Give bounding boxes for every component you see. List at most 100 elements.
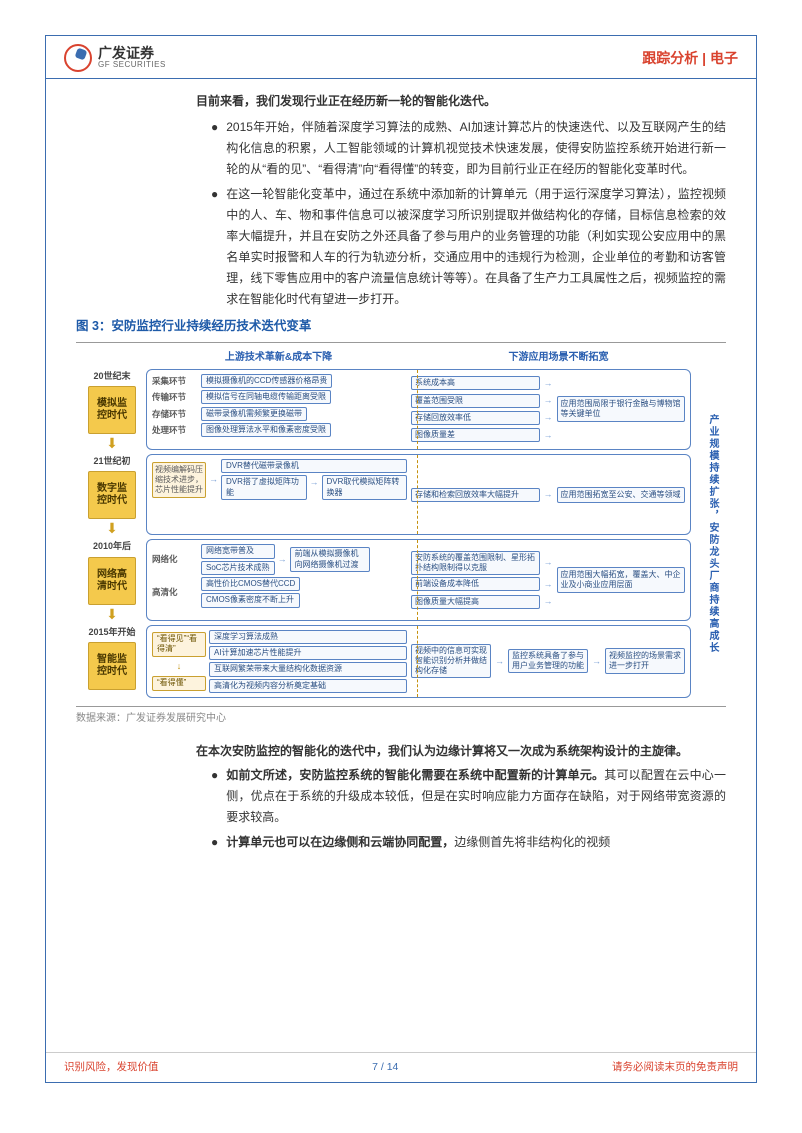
upstream-panel: 网络化 网络宽带普及 SoC芯片技术成熟 → 前端从模拟摄像机向网络摄像机过渡 … [152,544,407,615]
chip: 深度学习算法成熟 [209,630,407,644]
figure-column-headers: 上游技术革新&成本下降 下游应用场景不断拓宽 [78,349,724,366]
chip: 安防系统的覆盖范围限制、星形拓扑结构限制得以克服 [411,551,540,575]
era-label: 2015年开始 智能监控时代 [78,625,146,699]
arrow-right-icon: → [544,376,553,391]
arrow-right-icon: → [544,555,553,570]
footer-left: 识别风险，发现价值 [64,1059,159,1074]
era-badge: 数字监控时代 [88,471,136,519]
bullet-text: 2015年开始，伴随着深度学习算法的成熟、AI加速计算芯片的快速迭代、以及互联网… [226,117,726,180]
arrow-down-icon: ⬇ [106,436,118,450]
figure-source: 数据来源：广发证券发展研究中心 [76,710,726,727]
chip: 模拟信号在同轴电缆传输距离受限 [201,390,331,404]
chip: CMOS像素密度不断上升 [201,593,300,607]
era-time: 20世纪末 [93,369,130,384]
bullet-text: 计算单元也可以在边缘侧和云端协同配置，边缘侧首先将非结构化的视频 [226,832,726,853]
era-box: “看得见”“看得清” ↓ “看得懂” 深度学习算法成熟 AI计算加速芯片性能提升… [146,625,691,699]
era-row-intelligent: 2015年开始 智能监控时代 “看得见”“看得清” ↓ “看得懂” [78,625,724,699]
company-logo: 广发证券 GF SECURITIES [64,44,166,72]
page-frame: 广发证券 GF SECURITIES 跟踪分析 | 电子 目前来看，我们发现行业… [45,35,757,1083]
chip: DVR取代模拟矩阵转换器 [322,475,408,500]
chip: 前端设备成本降低 [411,577,540,591]
chip: 互联网繁荣带来大量结构化数据资源 [209,662,407,676]
era-row-network-hd: 2010年后 网络高清时代 ⬇ 网络化 网络宽带普及 SoC芯片技术成熟 [78,539,724,620]
bullet-item: ● 计算单元也可以在边缘侧和云端协同配置，边缘侧首先将非结构化的视频 [211,832,726,853]
era-time: 21世纪初 [93,454,130,469]
stage-label: 传输环节 [152,390,198,404]
stage-label: 采集环节 [152,374,198,388]
chip: 图像质量差 [411,428,540,442]
chip: 高性价比CMOS替代CCD [201,577,300,591]
chip: 模拟摄像机的CCD传感器价格昂贵 [201,374,332,388]
bullet-icon: ● [211,117,218,180]
downstream-panel: 系统成本高 → 应用范围局限于银行金融与博物馆等关键单位 覆盖范围受限 → 存储… [411,374,685,445]
era-badge: 智能监控时代 [88,642,136,690]
logo-cn: 广发证券 [98,46,166,61]
arrow-right-icon: → [544,594,553,609]
era-box: 采集环节模拟摄像机的CCD传感器价格昂贵 传输环节模拟信号在同轴电缆传输距离受限… [146,369,691,450]
outcome-chip: 应用范围大幅拓宽，覆盖大、中企业及小商业应用层面 [557,567,686,593]
era-label: 20世纪末 模拟监控时代 ⬇ [78,369,146,450]
bullet-list-1: ● 2015年开始，伴随着深度学习算法的成熟、AI加速计算芯片的快速迭代、以及互… [211,117,726,310]
arrow-right-icon: → [544,410,553,425]
downstream-header: 下游应用场景不断拓宽 [411,349,706,366]
bullet-list-2: ● 如前文所述，安防监控系统的智能化需要在系统中配置新的计算单元。其可以配置在云… [211,765,726,853]
chip: 存储和检索回放效率大幅提升 [411,488,540,502]
page-number: 7 / 14 [372,1061,398,1073]
downstream-panel: 存储和检索回放效率大幅提升 → 应用范围拓宽至公安、交通等领域 [411,459,685,530]
arrow-right-icon: → [592,654,601,669]
era-badge: 网络高清时代 [88,557,136,605]
upstream-panel: 视频编解码压缩技术进步，芯片性能提升 → DVR替代磁带录像机 DVR搭了虚拟矩… [152,459,407,530]
logo-text: 广发证券 GF SECURITIES [98,46,166,70]
era-row-digital: 21世纪初 数字监控时代 ⬇ 视频编解码压缩技术进步，芯片性能提升 → DVR替… [78,454,724,535]
arrow-down-icon: ⬇ [106,521,118,535]
stage-label: 网络化 [152,552,198,566]
chip: DVR搭了虚拟矩阵功能 [221,475,307,500]
era-box: 网络化 网络宽带普及 SoC芯片技术成熟 → 前端从模拟摄像机向网络摄像机过渡 … [146,539,691,620]
arrow-right-icon: → [278,552,287,567]
bullet-item: ● 2015年开始，伴随着深度学习算法的成熟、AI加速计算芯片的快速迭代、以及互… [211,117,726,180]
bullet-icon: ● [211,765,218,828]
figure-title: 图 3：安防监控行业持续经历技术迭代变革 [76,316,726,337]
bullet-icon: ● [211,832,218,853]
driver-chip: “看得懂” [152,676,206,690]
era-time: 2015年开始 [88,625,135,640]
page-header: 广发证券 GF SECURITIES 跟踪分析 | 电子 [46,36,756,79]
bullet-icon: ● [211,184,218,310]
chip: DVR替代磁带录像机 [221,459,407,473]
chip: 系统成本高 [411,376,540,390]
arrow-right-icon: → [495,654,504,669]
header-title: 跟踪分析 | 电子 [642,48,738,68]
figure-3: 上游技术革新&成本下降 下游应用场景不断拓宽 20世纪末 模拟监控时代 ⬇ 采集… [76,342,726,707]
era-badge: 模拟监控时代 [88,386,136,434]
chip: AI计算加速芯片性能提升 [209,646,407,660]
bullet-text: 在这一轮智能化变革中，通过在系统中添加新的计算单元（用于运行深度学习算法），监控… [226,184,726,310]
arrow-down-icon: ↓ [152,659,206,674]
era-label: 2010年后 网络高清时代 ⬇ [78,539,146,620]
bullet-item: ● 如前文所述，安防监控系统的智能化需要在系统中配置新的计算单元。其可以配置在云… [211,765,726,828]
driver-chip: “看得见”“看得清” [152,632,206,657]
page-footer: 识别风险，发现价值 7 / 14 请务必阅读末页的免责声明 [46,1052,756,1082]
intro-paragraph: 目前来看，我们发现行业正在经历新一轮的智能化迭代。 [196,91,726,111]
upstream-panel: 采集环节模拟摄像机的CCD传感器价格昂贵 传输环节模拟信号在同轴电缆传输距离受限… [152,374,407,445]
page-content: 目前来看，我们发现行业正在经历新一轮的智能化迭代。 ● 2015年开始，伴随着深… [46,79,756,865]
stage-label: 存储环节 [152,407,198,421]
downstream-panel: 安防系统的覆盖范围限制、星形拓扑结构限制得以克服 → 应用范围大幅拓宽，覆盖大、… [411,544,685,615]
chip: 覆盖范围受限 [411,394,540,408]
chip: 图像处理算法水平和像素密度受限 [201,423,331,437]
outcome-chip: 视频监控的场景需求进一步打开 [605,648,685,674]
footer-disclaimer: 请务必阅读末页的免责声明 [612,1059,738,1074]
chip: 网络宽带普及 [201,544,275,558]
downstream-panel: 视频中的信息可实现智能识别分析并做结构化存储 → 监控系统具备了参与用户业务管理… [411,630,685,694]
upstream-panel: “看得见”“看得清” ↓ “看得懂” 深度学习算法成熟 AI计算加速芯片性能提升… [152,630,407,694]
arrow-right-icon: → [544,393,553,408]
outcome-chip: 应用范围局限于银行金融与博物馆等关键单位 [557,396,686,422]
side-conclusion: 产业规模持续扩张，安防龙头厂商持续高成长 [705,371,720,698]
chip: 磁带录像机需频繁更换磁带 [201,407,307,421]
arrow-right-icon: → [544,428,553,443]
chip: 图像质量大幅提高 [411,595,540,609]
bullet-item: ● 在这一轮智能化变革中，通过在系统中添加新的计算单元（用于运行深度学习算法），… [211,184,726,310]
section-2: 在本次安防监控的智能化的迭代中，我们认为边缘计算将又一次成为系统架构设计的主旋律… [76,741,726,853]
logo-en: GF SECURITIES [98,61,166,70]
chip: 监控系统具备了参与用户业务管理的功能 [508,649,588,673]
era-time: 2010年后 [93,539,131,554]
